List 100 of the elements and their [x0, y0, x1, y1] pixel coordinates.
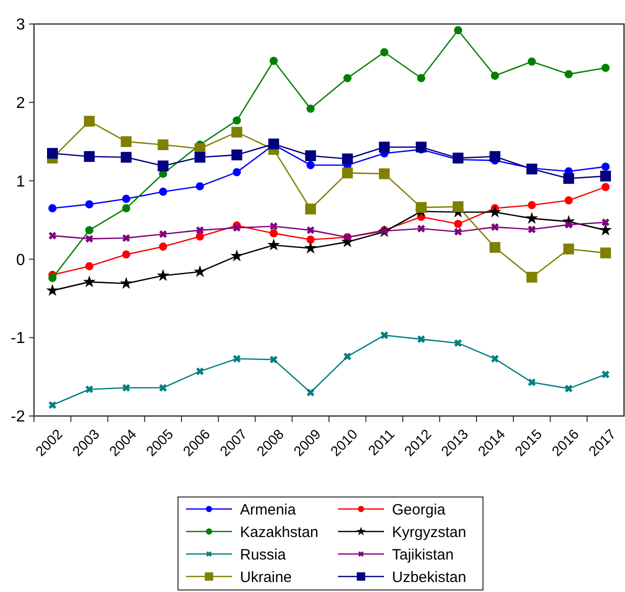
point [380, 331, 388, 340]
point [488, 206, 502, 218]
point [599, 224, 612, 236]
point [232, 168, 241, 176]
point [454, 339, 462, 347]
point [306, 104, 315, 113]
point [600, 170, 611, 182]
point [196, 182, 204, 190]
point [159, 384, 167, 392]
point [270, 356, 278, 364]
point [270, 229, 278, 238]
point [158, 242, 168, 251]
point [528, 201, 536, 210]
point [378, 142, 390, 152]
point [231, 150, 242, 160]
point [600, 248, 611, 258]
point [380, 48, 388, 56]
point [196, 226, 204, 234]
point [564, 196, 573, 204]
point [344, 352, 352, 360]
point [454, 220, 462, 228]
point [48, 274, 57, 282]
point [416, 142, 427, 152]
point [48, 232, 56, 240]
point [490, 151, 500, 162]
point [490, 242, 500, 253]
point [417, 74, 426, 82]
point [158, 139, 168, 150]
point [46, 284, 59, 296]
point [120, 276, 132, 289]
point [417, 224, 426, 232]
point [304, 242, 317, 254]
point [194, 152, 206, 163]
point [85, 262, 94, 270]
point [232, 116, 241, 125]
point [602, 370, 610, 378]
point [601, 162, 610, 171]
y-tick-label: 3 [16, 16, 26, 34]
point [159, 230, 167, 238]
point [528, 378, 536, 386]
point [564, 384, 573, 392]
y-tick-label: 0 [16, 252, 26, 269]
point [270, 222, 278, 230]
point [158, 188, 168, 196]
point [120, 152, 132, 163]
point [120, 136, 132, 147]
point [156, 269, 170, 282]
legend-label: Tajikistan [392, 546, 454, 564]
point [305, 204, 316, 214]
point [48, 401, 56, 409]
point [601, 64, 610, 72]
y-tick-label: -1 [10, 330, 26, 348]
legend-label: Kazakhstan [240, 524, 318, 541]
point [84, 116, 95, 127]
point [490, 72, 500, 80]
point [230, 249, 244, 262]
point [305, 150, 316, 162]
point [267, 238, 280, 250]
point [270, 56, 278, 65]
point [454, 26, 462, 34]
point [48, 204, 57, 212]
point [564, 70, 573, 78]
point [196, 232, 204, 241]
point [601, 182, 610, 192]
point [343, 74, 352, 82]
point [122, 250, 130, 259]
point [122, 384, 130, 392]
y-tick-label: 2 [16, 95, 26, 112]
point [563, 244, 574, 254]
point [454, 228, 462, 236]
point [342, 168, 353, 178]
point [85, 200, 94, 208]
point [196, 367, 204, 376]
point [83, 275, 96, 288]
point [306, 226, 314, 234]
point [122, 234, 130, 242]
point [526, 212, 538, 224]
point [306, 236, 315, 244]
legend-label: Kyrgyzstan [392, 524, 466, 541]
legend-label: Uzbekistan [392, 568, 466, 586]
legend-label: Georgia [392, 501, 446, 518]
point [122, 204, 130, 212]
point [232, 354, 241, 363]
legend-label: Russia [240, 546, 287, 564]
point [417, 335, 426, 344]
point [122, 194, 130, 203]
point [342, 153, 353, 164]
point [452, 201, 464, 212]
point [85, 386, 94, 394]
y-tick-label: -2 [10, 408, 26, 426]
point [194, 265, 206, 278]
point [47, 148, 58, 159]
point [232, 224, 241, 232]
point [602, 218, 610, 226]
point [158, 160, 168, 172]
point [452, 152, 464, 164]
legend-label: Ukraine [240, 568, 292, 586]
point [85, 234, 94, 243]
point [491, 354, 499, 363]
point [528, 226, 536, 234]
